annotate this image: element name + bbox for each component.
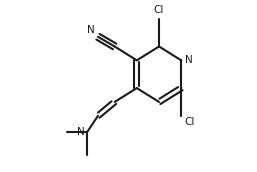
Text: N: N <box>185 55 192 65</box>
Text: N: N <box>87 25 95 35</box>
Text: N: N <box>77 127 85 137</box>
Text: Cl: Cl <box>154 5 164 15</box>
Text: Cl: Cl <box>185 117 195 127</box>
